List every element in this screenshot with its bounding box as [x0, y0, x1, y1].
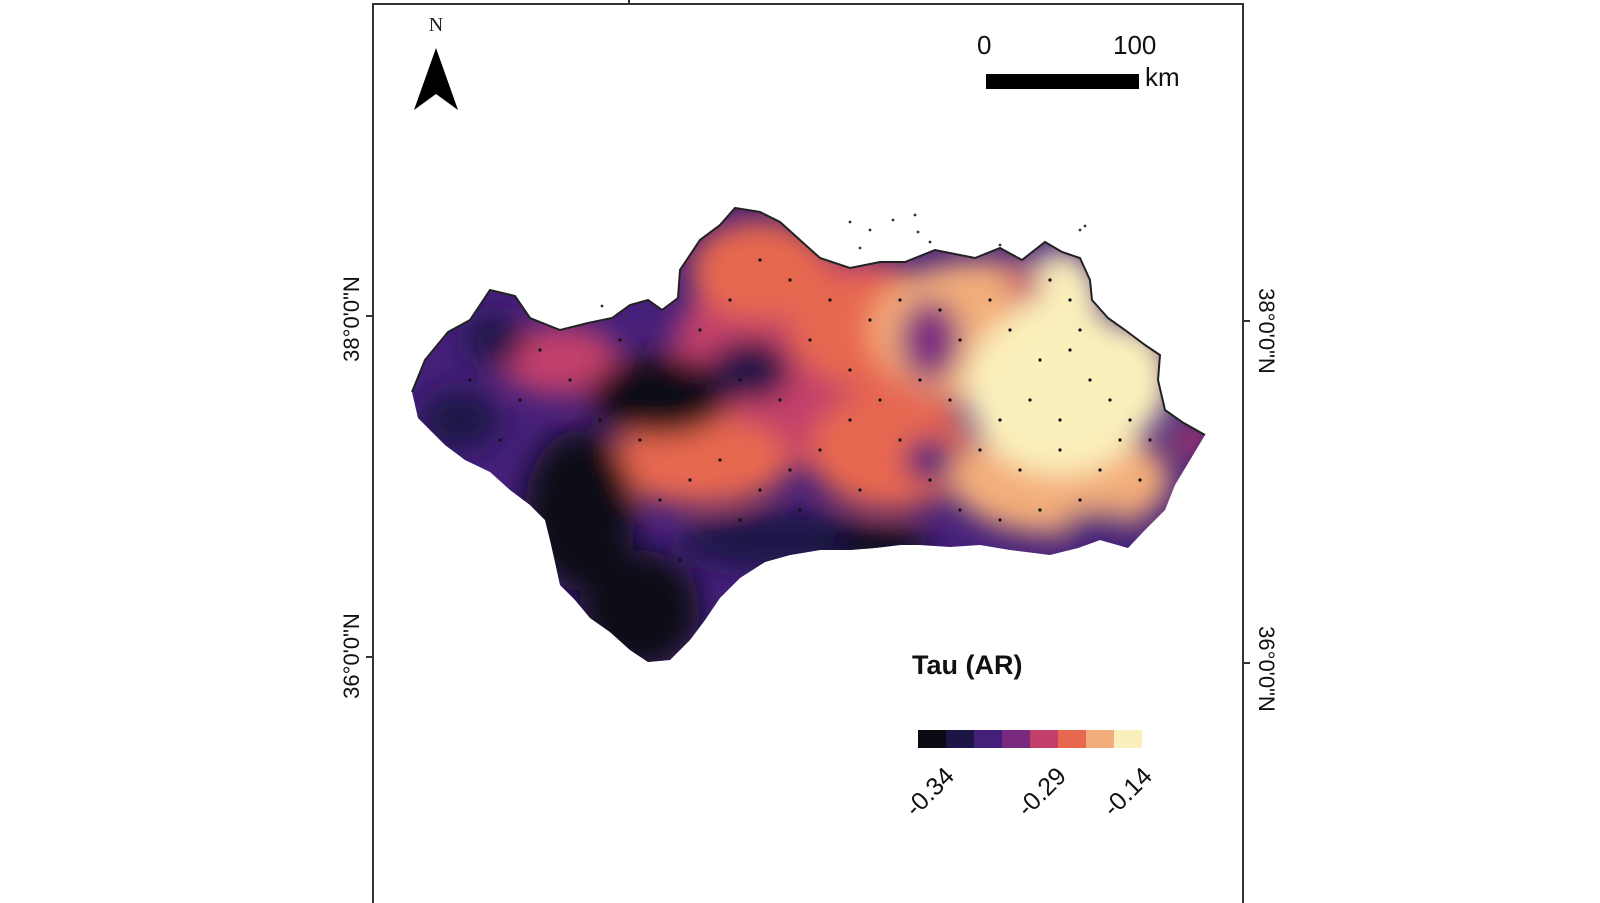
scale-bar: 0 100 km — [975, 30, 1215, 100]
legend-swatch-7 — [1086, 730, 1114, 748]
scale-end: 100 — [1113, 30, 1157, 60]
scale-bar-graphic — [986, 74, 1139, 89]
legend-swatch-4 — [1002, 730, 1030, 748]
map-frame — [372, 3, 1244, 903]
north-arrow-icon — [414, 48, 458, 110]
legend-color-ramp — [918, 730, 1142, 748]
tick-36-right — [1244, 662, 1250, 664]
top-tick-mark — [628, 0, 630, 4]
tick-36-left — [366, 656, 372, 658]
legend-swatch-8 — [1114, 730, 1142, 748]
legend-swatch-5 — [1030, 730, 1058, 748]
legend-title: Tau (AR) — [912, 650, 1023, 680]
scale-start: 0 — [977, 30, 992, 60]
legend-swatch-1 — [918, 730, 946, 748]
north-arrow: N — [408, 14, 464, 114]
north-label: N — [428, 14, 444, 36]
legend-swatch-3 — [974, 730, 1002, 748]
scale-unit: km — [1145, 62, 1180, 92]
tick-38-right — [1244, 320, 1250, 322]
station-points — [468, 258, 1152, 582]
legend-swatch-2 — [946, 730, 974, 748]
tick-38-left — [366, 315, 372, 317]
legend-swatch-6 — [1058, 730, 1086, 748]
